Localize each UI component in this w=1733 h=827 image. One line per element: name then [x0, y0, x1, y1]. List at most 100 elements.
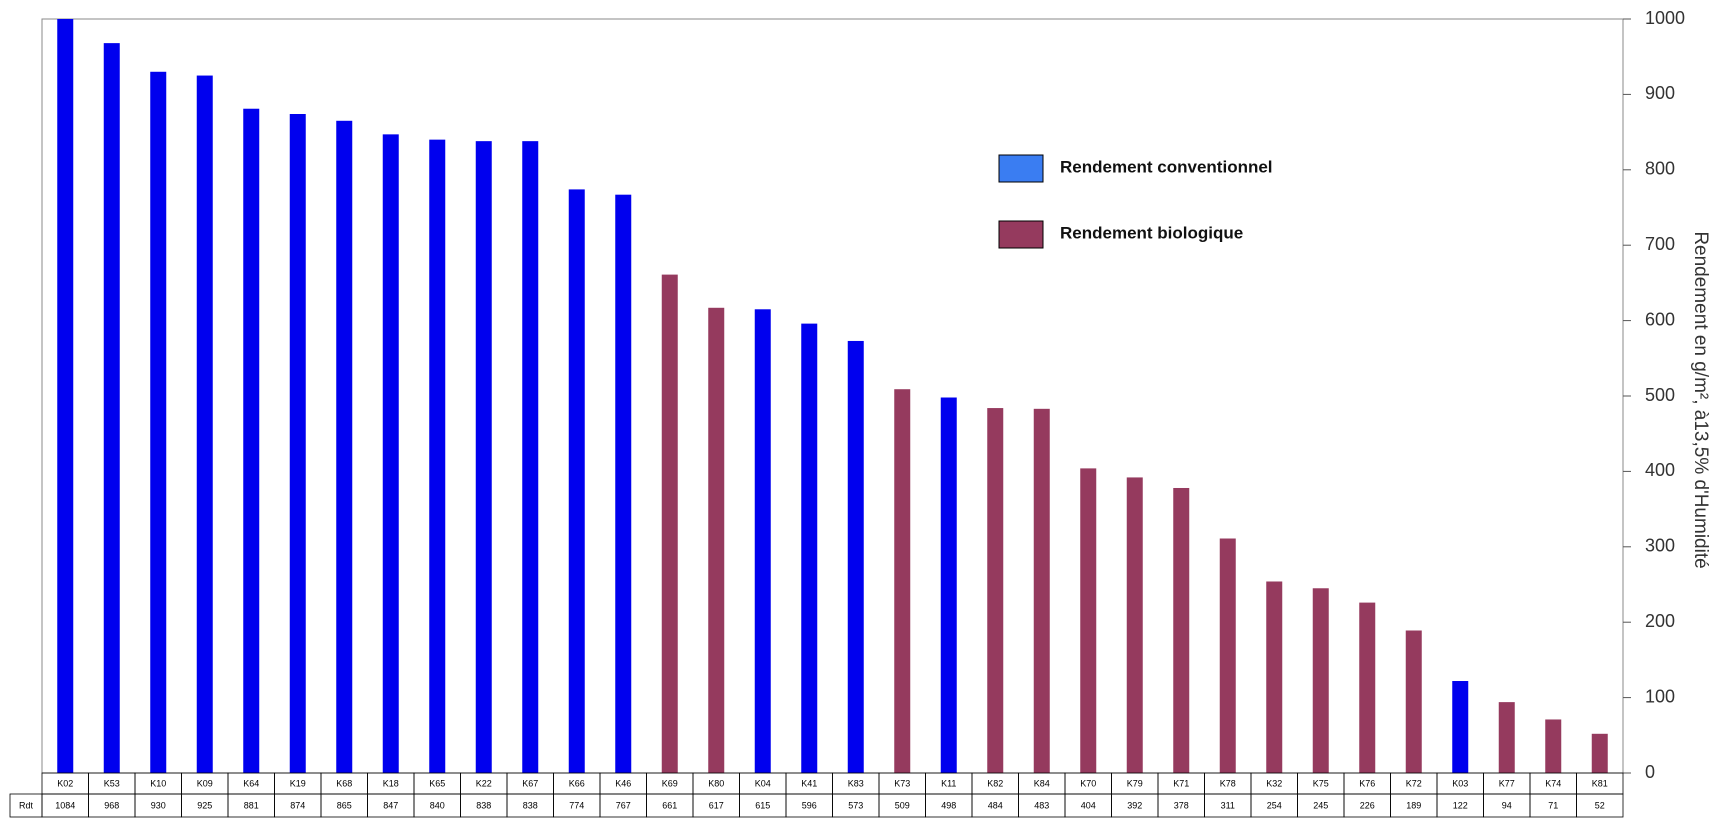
table-value: 881: [244, 800, 259, 810]
legend-swatch: [998, 220, 1044, 249]
table-value: 245: [1313, 800, 1328, 810]
x-tick-label: K81: [1592, 778, 1608, 788]
bar: [1545, 719, 1562, 773]
bar: [196, 75, 213, 773]
y-tick-label: 100: [1645, 686, 1675, 706]
x-tick-label: K80: [708, 778, 724, 788]
bar: [1266, 581, 1283, 773]
bar: [57, 19, 74, 773]
x-tick-label: K69: [662, 778, 678, 788]
y-tick-label: 600: [1645, 309, 1675, 329]
table-value: 930: [151, 800, 166, 810]
bar: [1405, 630, 1422, 773]
bar: [661, 274, 678, 773]
table-value: 1084: [55, 800, 75, 810]
y-tick-label: 500: [1645, 385, 1675, 405]
table-value: 226: [1360, 800, 1375, 810]
table-value: 874: [290, 800, 305, 810]
y-tick-label: 700: [1645, 234, 1675, 254]
x-tick-label: K74: [1545, 778, 1561, 788]
table-value: 596: [802, 800, 817, 810]
y-tick-label: 400: [1645, 460, 1675, 480]
x-tick-label: K53: [104, 778, 120, 788]
bar: [1498, 702, 1515, 773]
table-value: 617: [709, 800, 724, 810]
y-tick-label: 900: [1645, 83, 1675, 103]
x-tick-label: K41: [801, 778, 817, 788]
table-value: 122: [1453, 800, 1468, 810]
table-value: 71: [1548, 800, 1558, 810]
x-tick-label: K67: [522, 778, 538, 788]
table-value: 378: [1174, 800, 1189, 810]
bar: [382, 134, 399, 773]
y-tick-label: 300: [1645, 536, 1675, 556]
x-tick-label: K64: [243, 778, 259, 788]
bar: [1033, 408, 1050, 773]
bar: [568, 189, 585, 773]
bar: [801, 323, 818, 773]
bar: [289, 114, 306, 773]
table-value: 484: [988, 800, 1003, 810]
bar: [894, 389, 911, 773]
bar: [336, 120, 353, 773]
bar: [1359, 602, 1376, 773]
table-value: 968: [104, 800, 119, 810]
x-tick-label: K03: [1452, 778, 1468, 788]
x-tick-label: K76: [1359, 778, 1375, 788]
bar: [1452, 681, 1469, 773]
table-value: 311: [1221, 800, 1235, 810]
table-value: 615: [755, 800, 770, 810]
x-tick-label: K75: [1313, 778, 1329, 788]
x-tick-label: K18: [383, 778, 399, 788]
bar: [1219, 538, 1236, 773]
legend-label: Rendement conventionnel: [1060, 157, 1273, 176]
x-tick-label: K70: [1080, 778, 1096, 788]
bar: [522, 141, 539, 773]
bar: [1080, 468, 1097, 773]
table-value: 52: [1595, 800, 1605, 810]
bar: [987, 408, 1004, 773]
bar: [754, 309, 771, 773]
bar: [243, 108, 260, 773]
table-value: 509: [895, 800, 910, 810]
legend-swatch: [998, 154, 1044, 183]
x-tick-label: K82: [987, 778, 1003, 788]
x-tick-label: K19: [290, 778, 306, 788]
bar: [940, 397, 957, 773]
x-tick-label: K72: [1406, 778, 1422, 788]
x-tick-label: K78: [1220, 778, 1236, 788]
table-value: 404: [1081, 800, 1096, 810]
table-value: 189: [1406, 800, 1421, 810]
table-value: 865: [337, 800, 352, 810]
table-value: 573: [848, 800, 863, 810]
x-tick-label: K11: [941, 778, 956, 788]
x-tick-label: K84: [1034, 778, 1050, 788]
bar: [1591, 733, 1608, 773]
y-axis-title: Rendement en g/m², à13,5% d'Humidité: [1690, 231, 1711, 568]
table-row-label: Rdt: [19, 800, 34, 810]
x-tick-label: K02: [57, 778, 73, 788]
legend-label: Rendement biologique: [1060, 223, 1243, 242]
x-tick-label: K32: [1266, 778, 1282, 788]
table-value: 838: [476, 800, 491, 810]
bar: [429, 139, 446, 773]
bar: [475, 141, 492, 773]
y-tick-label: 0: [1645, 762, 1655, 782]
y-tick-label: 200: [1645, 611, 1675, 631]
table-value: 483: [1034, 800, 1049, 810]
bar: [1126, 477, 1143, 773]
x-tick-label: K77: [1499, 778, 1515, 788]
bar: [615, 194, 632, 773]
x-tick-label: K73: [894, 778, 910, 788]
bar: [1173, 487, 1190, 773]
x-tick-label: K65: [429, 778, 445, 788]
table-value: 661: [662, 800, 677, 810]
x-tick-label: K68: [336, 778, 352, 788]
table-cell: [1576, 793, 1624, 818]
table-value: 767: [616, 800, 631, 810]
x-tick-label: K71: [1173, 778, 1189, 788]
plot-frame: [41, 18, 1624, 774]
x-tick-label: K09: [197, 778, 213, 788]
x-tick-label: K04: [755, 778, 771, 788]
table-value: 847: [383, 800, 398, 810]
